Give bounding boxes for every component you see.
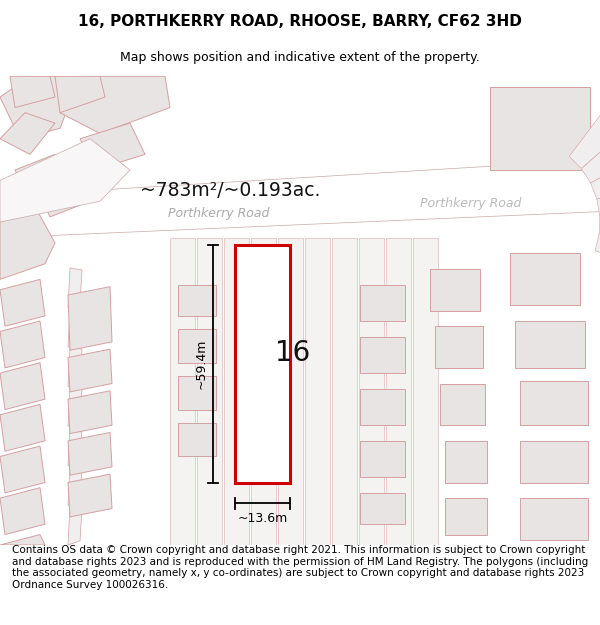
- Polygon shape: [68, 268, 82, 308]
- Polygon shape: [55, 76, 105, 112]
- Polygon shape: [595, 234, 600, 268]
- Polygon shape: [386, 238, 411, 545]
- Bar: [520, 441, 588, 483]
- Bar: [235, 245, 290, 482]
- Polygon shape: [359, 238, 384, 545]
- Bar: [360, 493, 405, 524]
- Polygon shape: [0, 362, 45, 409]
- Polygon shape: [0, 139, 130, 222]
- Polygon shape: [413, 238, 438, 545]
- Polygon shape: [0, 279, 45, 326]
- Polygon shape: [15, 154, 65, 191]
- Polygon shape: [278, 238, 303, 545]
- Text: 16: 16: [275, 339, 310, 367]
- Bar: [445, 441, 487, 483]
- Bar: [360, 337, 405, 373]
- Text: Map shows position and indicative extent of the property.: Map shows position and indicative extent…: [120, 51, 480, 64]
- Polygon shape: [68, 387, 82, 426]
- Polygon shape: [68, 466, 82, 506]
- Polygon shape: [68, 474, 112, 517]
- Polygon shape: [0, 76, 80, 139]
- Polygon shape: [0, 112, 55, 154]
- Polygon shape: [0, 321, 45, 368]
- Polygon shape: [40, 181, 90, 217]
- Polygon shape: [197, 238, 222, 545]
- Polygon shape: [332, 238, 357, 545]
- Bar: [178, 329, 216, 362]
- Polygon shape: [60, 76, 170, 134]
- Polygon shape: [68, 287, 112, 350]
- Polygon shape: [251, 238, 276, 545]
- Bar: [360, 284, 405, 321]
- Text: Contains OS data © Crown copyright and database right 2021. This information is : Contains OS data © Crown copyright and d…: [12, 545, 588, 590]
- Polygon shape: [80, 123, 145, 170]
- Polygon shape: [0, 159, 600, 238]
- Polygon shape: [490, 87, 590, 170]
- Polygon shape: [68, 432, 112, 475]
- Bar: [520, 498, 588, 540]
- Text: ~13.6m: ~13.6m: [238, 512, 287, 524]
- Text: Porthkerry Road: Porthkerry Road: [420, 197, 521, 210]
- Polygon shape: [590, 159, 600, 199]
- Text: Porthkerry Road: Porthkerry Road: [168, 208, 269, 220]
- Bar: [510, 253, 580, 306]
- Polygon shape: [0, 446, 45, 493]
- Bar: [178, 376, 216, 409]
- Polygon shape: [68, 349, 112, 392]
- Polygon shape: [68, 391, 112, 434]
- Bar: [360, 389, 405, 425]
- Text: ~783m²/~0.193ac.: ~783m²/~0.193ac.: [140, 181, 320, 201]
- Polygon shape: [10, 76, 55, 108]
- Bar: [178, 284, 216, 316]
- Text: ~59.4m: ~59.4m: [195, 339, 208, 389]
- Polygon shape: [597, 185, 600, 216]
- Bar: [440, 384, 485, 425]
- Bar: [490, 87, 590, 170]
- Polygon shape: [68, 506, 82, 545]
- Polygon shape: [68, 347, 82, 387]
- Bar: [430, 269, 480, 311]
- Polygon shape: [599, 213, 600, 241]
- Polygon shape: [581, 135, 600, 183]
- Polygon shape: [0, 206, 55, 279]
- Bar: [520, 381, 588, 425]
- Bar: [515, 321, 585, 368]
- Bar: [360, 441, 405, 478]
- Polygon shape: [0, 488, 45, 534]
- Bar: [178, 423, 216, 456]
- Polygon shape: [0, 404, 45, 451]
- Polygon shape: [170, 238, 195, 545]
- Polygon shape: [224, 238, 249, 545]
- Polygon shape: [569, 116, 600, 169]
- Bar: [435, 326, 483, 368]
- Bar: [445, 498, 487, 534]
- Polygon shape: [68, 426, 82, 466]
- Polygon shape: [68, 308, 82, 347]
- Text: 16, PORTHKERRY ROAD, RHOOSE, BARRY, CF62 3HD: 16, PORTHKERRY ROAD, RHOOSE, BARRY, CF62…: [78, 14, 522, 29]
- Polygon shape: [0, 534, 45, 545]
- Polygon shape: [305, 238, 330, 545]
